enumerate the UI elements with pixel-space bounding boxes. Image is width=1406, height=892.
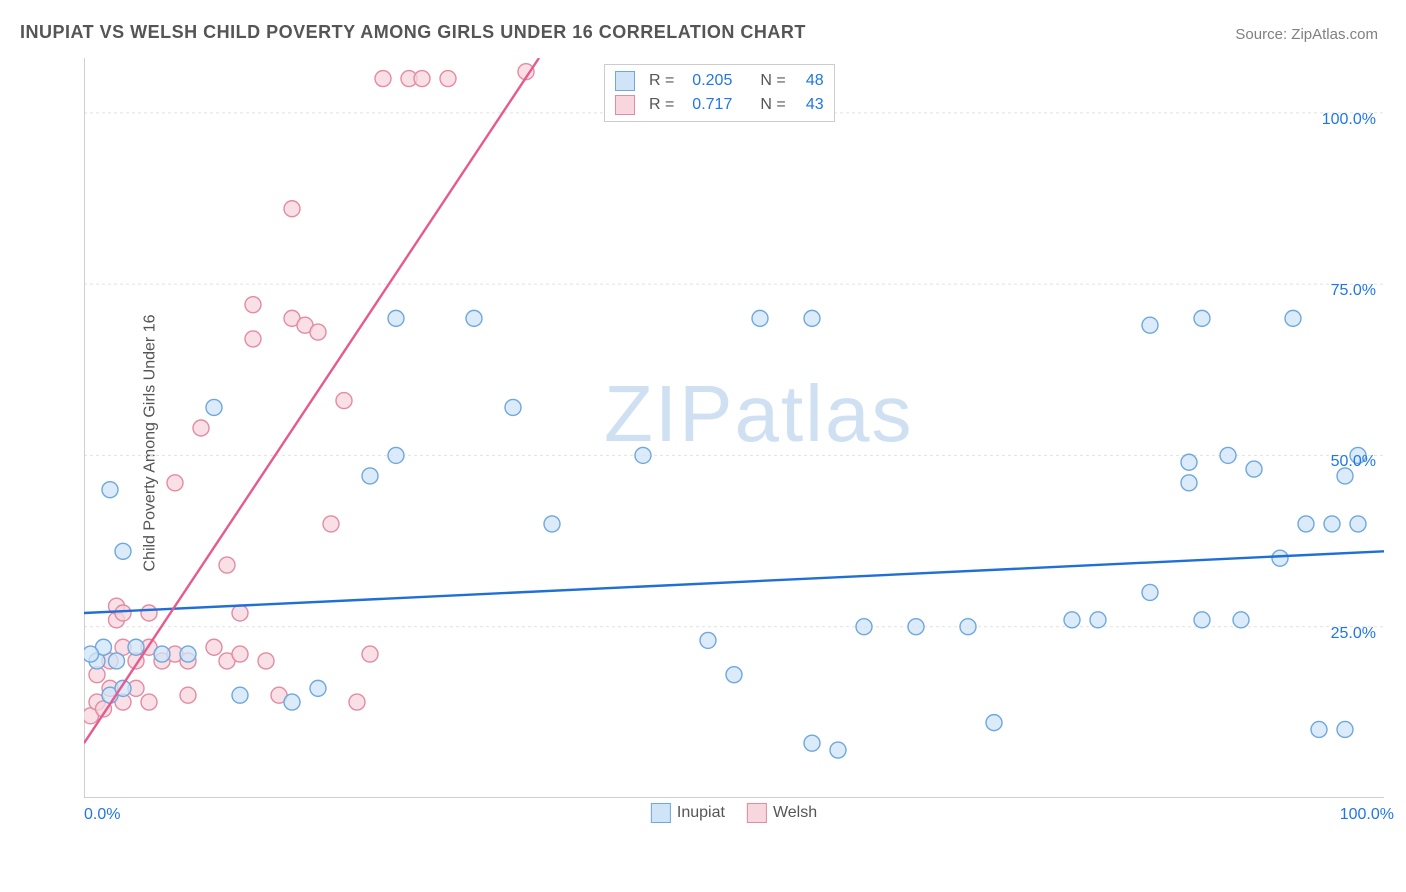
chart-container: Child Poverty Among Girls Under 16 ZIPat… xyxy=(50,58,1390,828)
legend-swatch xyxy=(747,803,767,823)
legend-series-item: Welsh xyxy=(747,803,817,823)
legend-series-label: Inupiat xyxy=(677,804,725,821)
y-tick-labels: 25.0% 50.0% 75.0% 100.0% xyxy=(84,58,1384,798)
legend-series-label: Welsh xyxy=(773,804,817,821)
chart-title: INUPIAT VS WELSH CHILD POVERTY AMONG GIR… xyxy=(20,22,806,43)
y-tick-label: 50.0% xyxy=(1331,453,1376,471)
plot-area: ZIPatlas R =0.205N =48R =0.717N =43 25.0… xyxy=(84,58,1384,798)
legend-series: Inupiat Welsh xyxy=(84,803,1384,833)
source-prefix: Source: xyxy=(1235,26,1291,43)
y-tick-label: 100.0% xyxy=(1322,111,1376,129)
source-name: ZipAtlas.com xyxy=(1291,26,1378,43)
y-tick-label: 75.0% xyxy=(1331,282,1376,300)
source-attribution: Source: ZipAtlas.com xyxy=(1235,26,1378,43)
y-tick-label: 25.0% xyxy=(1331,625,1376,643)
legend-swatch xyxy=(651,803,671,823)
legend-series-item: Inupiat xyxy=(651,803,725,823)
